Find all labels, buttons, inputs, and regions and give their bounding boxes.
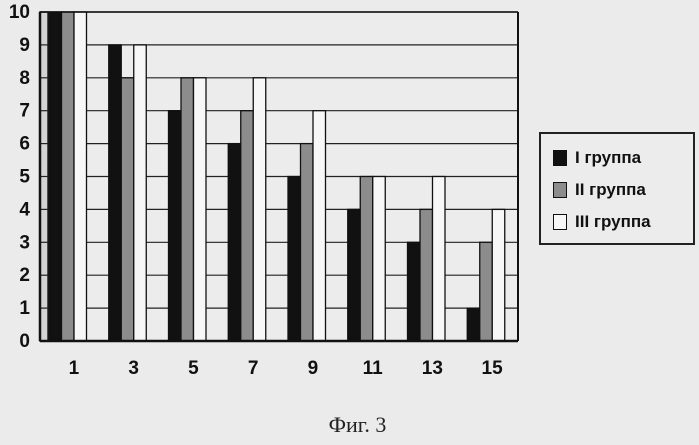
- bar-7-series-1: [228, 144, 241, 341]
- x-tick-label-5: 5: [188, 358, 199, 379]
- legend-item-3: III группа: [553, 212, 651, 232]
- bar-13-series-3: [433, 177, 446, 342]
- legend-item-1: I группа: [553, 148, 641, 168]
- bar-5-series-3: [194, 78, 207, 341]
- legend-swatch-2: [553, 182, 567, 198]
- bar-13-series-2: [420, 209, 433, 341]
- y-tick-label-1: 1: [19, 298, 30, 319]
- x-tick-label-3: 3: [128, 358, 139, 379]
- bar-1-series-2: [62, 12, 75, 341]
- x-tick-label-13: 13: [422, 358, 443, 379]
- bar-15-series-3: [492, 209, 505, 341]
- bar-3-series-3: [134, 45, 147, 341]
- x-tick-label-9: 9: [308, 358, 319, 379]
- y-tick-label-3: 3: [19, 232, 30, 253]
- bar-7-series-3: [253, 78, 266, 341]
- x-tick-labels: 13579111315: [69, 358, 504, 379]
- bar-7-series-2: [241, 111, 254, 341]
- legend-swatch-3: [553, 214, 567, 230]
- legend-item-2: II группа: [553, 180, 646, 200]
- bar-3-series-1: [109, 45, 122, 341]
- legend-label-3: III группа: [575, 212, 651, 232]
- bar-9-series-2: [301, 144, 314, 341]
- bar-11-series-3: [373, 177, 386, 342]
- bar-11-series-1: [348, 209, 361, 341]
- figure-caption: Фиг. 3: [8, 412, 699, 438]
- x-tick-label-15: 15: [482, 358, 504, 379]
- legend-swatch-1: [553, 150, 567, 166]
- y-tick-label-7: 7: [19, 101, 30, 122]
- y-tick-label-10: 10: [9, 2, 30, 23]
- y-tick-label-5: 5: [19, 167, 30, 188]
- legend-label-2: II группа: [575, 180, 646, 200]
- bar-15-series-1: [467, 308, 480, 341]
- y-tick-label-6: 6: [19, 134, 30, 155]
- y-tick-labels: 0 1 2 3 4 5 6 7 8 9 10: [9, 2, 31, 352]
- y-tick-label-4: 4: [19, 199, 30, 220]
- bar-9-series-3: [313, 111, 326, 341]
- y-tick-label-9: 9: [19, 35, 30, 56]
- y-tick-label-8: 8: [19, 68, 30, 89]
- bar-9-series-1: [288, 177, 301, 342]
- bar-15-series-2: [480, 242, 493, 341]
- legend-label-1: I группа: [575, 148, 641, 168]
- bar-5-series-2: [181, 78, 194, 341]
- legend: I группа II группа III группа: [539, 132, 695, 245]
- bar-1-series-3: [74, 12, 87, 341]
- x-tick-label-1: 1: [69, 358, 80, 379]
- y-tick-label-2: 2: [19, 265, 30, 286]
- bar-13-series-1: [408, 242, 421, 341]
- y-tick-label-0: 0: [19, 331, 30, 352]
- x-tick-label-11: 11: [363, 358, 384, 379]
- bar-11-series-2: [360, 177, 373, 342]
- bar-5-series-1: [169, 111, 182, 341]
- bar-1-series-1: [49, 12, 62, 341]
- x-tick-label-7: 7: [248, 358, 259, 379]
- bar-3-series-2: [121, 78, 134, 341]
